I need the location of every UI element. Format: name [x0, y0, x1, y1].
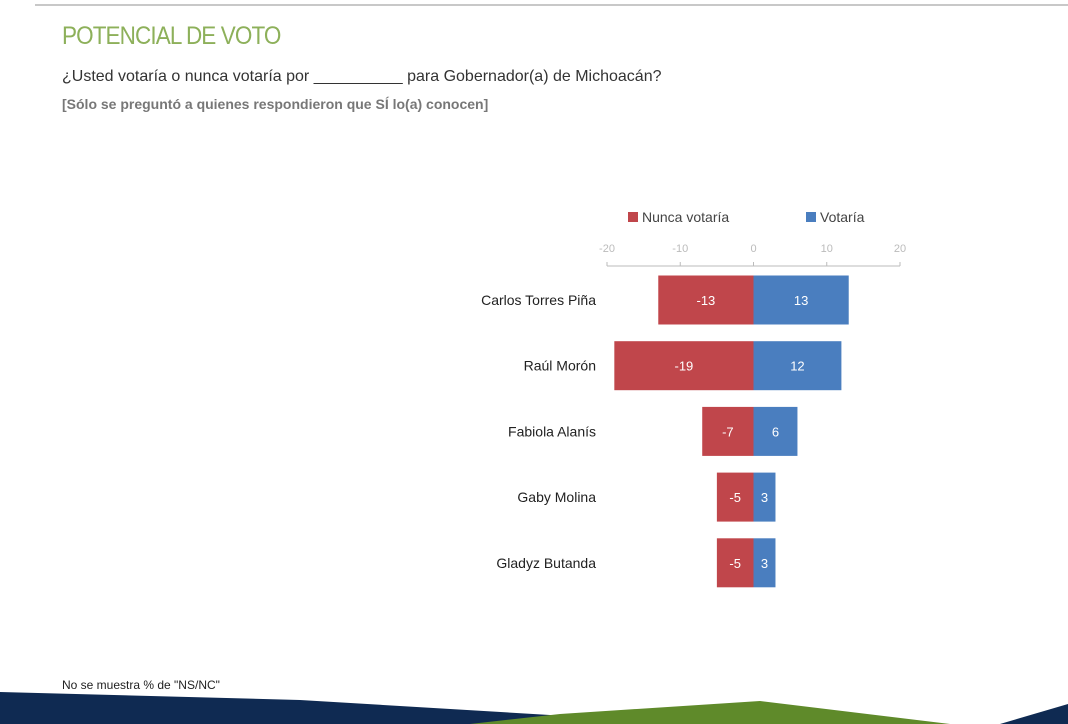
data-label: -13 — [696, 293, 715, 308]
category-label: Fabiola Alanís — [508, 423, 596, 439]
legend-swatch — [628, 212, 638, 222]
bar — [753, 472, 776, 522]
bar — [753, 538, 776, 588]
legend-swatch — [806, 212, 816, 222]
data-label: -7 — [722, 424, 734, 439]
x-tick-label: 0 — [750, 243, 756, 255]
data-label: -5 — [729, 490, 741, 505]
bar — [716, 472, 754, 522]
bar — [753, 406, 798, 456]
category-label: Gladyz Butanda — [496, 555, 596, 571]
x-tick-label: 20 — [894, 243, 906, 255]
category-label: Raúl Morón — [524, 358, 596, 374]
data-label: 3 — [761, 490, 768, 505]
category-label: Carlos Torres Piña — [481, 292, 596, 308]
x-tick-label: -10 — [672, 243, 688, 255]
data-label: 13 — [794, 293, 808, 308]
x-tick-label: -20 — [599, 243, 615, 255]
data-label: 6 — [772, 424, 779, 439]
bar — [658, 275, 754, 325]
bar — [702, 406, 754, 456]
footer-navy-corner — [1000, 704, 1068, 724]
bar — [614, 341, 754, 391]
survey-note: [Sólo se preguntó a quienes respondieron… — [62, 96, 489, 112]
bar — [716, 538, 754, 588]
data-label: -19 — [675, 359, 694, 374]
legend-label: Nunca votaría — [642, 209, 729, 225]
legend-label: Votaría — [820, 209, 865, 225]
footnote: No se muestra % de "NS/NC" — [62, 678, 220, 692]
x-tick-label: 10 — [821, 243, 833, 255]
top-divider — [35, 4, 1068, 6]
data-label: 3 — [761, 556, 768, 571]
bar — [753, 275, 849, 325]
bar — [753, 341, 842, 391]
category-label: Gaby Molina — [517, 489, 596, 505]
footer-green-band — [470, 701, 950, 724]
page-title: POTENCIAL DE VOTO — [62, 22, 281, 50]
data-label: -5 — [729, 556, 741, 571]
survey-question: ¿Usted votaría o nunca votaría por _____… — [62, 68, 662, 85]
footer-navy-band — [0, 692, 700, 724]
data-label: 12 — [790, 359, 804, 374]
